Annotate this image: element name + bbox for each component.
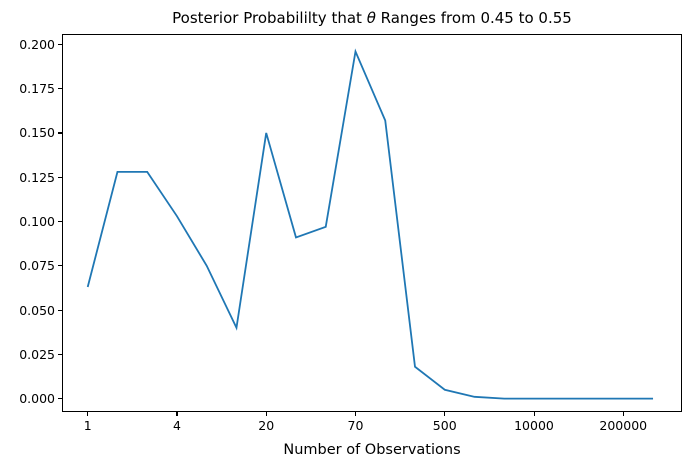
x-ticklabel-200000: 200000	[599, 418, 648, 433]
y-tickmark-0.150	[58, 132, 62, 134]
y-tickmark-0.100	[58, 220, 62, 223]
x-axis-label: Number of Observations	[283, 442, 461, 458]
chart-title-prefix: Posterior Probabililty that	[172, 9, 367, 27]
posterior-probability-line	[86, 48, 654, 400]
x-tickmark-500	[444, 412, 446, 416]
x-tickmark-4	[176, 412, 178, 416]
y-tickmark-0.075	[58, 265, 62, 267]
y-ticklabel-0.025: 0.025	[19, 346, 55, 362]
data-line-svg	[86, 48, 654, 400]
x-ticklabel-10000: 10000	[514, 418, 554, 433]
y-tickmark-0.125	[58, 176, 62, 178]
y-ticklabel-0.100: 0.100	[19, 213, 55, 229]
y-ticklabel-0.050: 0.050	[19, 302, 55, 318]
x-tickmark-10000	[533, 412, 535, 416]
y-ticklabel-0.125: 0.125	[19, 169, 55, 185]
x-ticklabel-20: 20	[258, 418, 275, 433]
y-tickmark-0.175	[58, 88, 62, 90]
chart-title: Posterior Probabililty that θ Ranges fro…	[62, 9, 682, 27]
x-tickmark-70	[354, 412, 357, 416]
y-ticklabel-0.000: 0.000	[19, 391, 55, 407]
x-tickmark-20	[265, 412, 267, 416]
plot-area	[62, 34, 682, 412]
y-ticklabel-0.175: 0.175	[19, 81, 55, 97]
x-ticklabel-70: 70	[347, 418, 364, 433]
x-tickmark-1	[87, 412, 89, 416]
x-tickmark-200000	[622, 412, 624, 416]
y-tickmark-0.025	[58, 353, 62, 355]
y-tickmark-0.000	[58, 398, 62, 400]
y-ticklabel-0.150: 0.150	[19, 125, 55, 141]
y-tickmark-0.050	[58, 309, 62, 311]
x-ticklabel-4: 4	[172, 418, 181, 433]
y-tickmark-0.200	[58, 43, 62, 46]
x-ticklabel-500: 500	[432, 418, 457, 433]
x-ticklabel-1: 1	[83, 418, 92, 433]
y-ticklabel-0.075: 0.075	[19, 258, 55, 274]
y-ticklabel-0.200: 0.200	[19, 36, 55, 52]
theta-symbol: θ	[366, 9, 376, 27]
chart-title-suffix: Ranges from 0.45 to 0.55	[375, 9, 572, 27]
